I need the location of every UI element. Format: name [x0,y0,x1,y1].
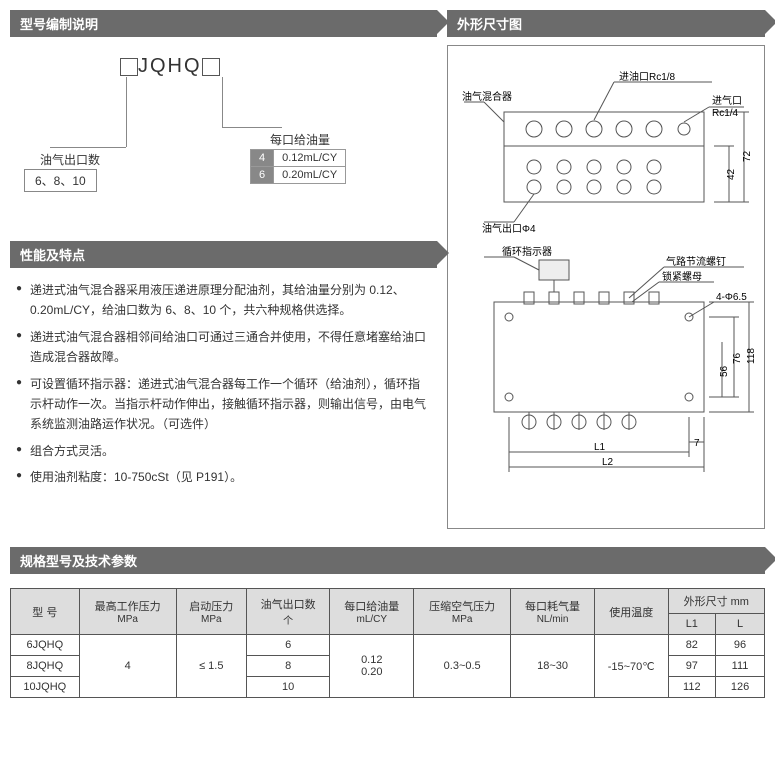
col-dims: 外形尺寸 mm [668,589,764,614]
svg-text:油气混合器: 油气混合器 [462,90,512,103]
svg-text:42: 42 [726,168,737,180]
svg-text:循环指示器: 循环指示器 [502,245,552,258]
dimension-drawing: 油气混合器 进油口Rc1/8 进气口 Rc1/4 油气出口Φ4 72 42 [447,45,765,529]
outlet-count-label: 油气出口数 [40,151,100,168]
svg-text:7: 7 [694,438,700,449]
col-oil-per: 每口给油量mL/CY [330,589,414,635]
spec-section: 规格型号及技术参数 型 号 最高工作压力MPa 启动压力MPa 油气出口数个 每… [10,547,765,698]
svg-text:锁紧螺母: 锁紧螺母 [662,270,702,283]
col-l1: L1 [668,614,716,635]
col-outlets: 油气出口数个 [246,589,330,635]
oil-per-label: 每口给油量 [270,131,330,148]
svg-text:气路节流螺钉: 气路节流螺钉 [666,255,726,268]
table-row: 6JQHQ 4 ≤ 1.5 6 0.12 0.20 0.3~0.5 18~30 … [11,635,765,656]
header-specs: 规格型号及技术参数 [10,547,765,574]
outlet-count-options: 6、8、10 [24,169,97,192]
svg-text:进油口Rc1/8: 进油口Rc1/8 [619,70,676,83]
svg-text:L2: L2 [602,457,614,468]
feature-item: 可设置循环指示器：递进式油气混合器每工作一个循环（给油剂），循环指示杆动作一次。… [16,374,431,435]
svg-text:油气出口Φ4: 油气出口Φ4 [482,222,536,235]
feature-item: 递进式油气混合器采用液压递进原理分配油剂，其给油量分别为 0.12、0.20mL… [16,280,431,321]
col-temp: 使用温度 [594,589,668,635]
col-start-pressure: 启动压力MPa [176,589,246,635]
spec-table: 型 号 最高工作压力MPa 启动压力MPa 油气出口数个 每口给油量mL/CY … [10,588,765,698]
header-features: 性能及特点 [10,241,437,268]
svg-text:Rc1/4: Rc1/4 [712,108,739,119]
model-code-diagram: JQHQ 油气出口数 6、8、10 每口给油量 40.12mL/CY 60.20… [10,45,437,235]
svg-text:76: 76 [732,352,743,364]
svg-text:118: 118 [746,348,757,364]
feature-item: 使用油剂粘度：10-750cSt（见 P191）。 [16,467,431,487]
col-air-pressure: 压缩空气压力MPa [414,589,511,635]
col-l: L [716,614,765,635]
features-section: 性能及特点 递进式油气混合器采用液压递进原理分配油剂，其给油量分别为 0.12、… [10,241,437,498]
feature-item: 组合方式灵活。 [16,441,431,461]
svg-text:L1: L1 [594,442,606,453]
svg-text:进气口: 进气口 [712,94,742,107]
header-dimensions: 外形尺寸图 [447,10,765,37]
col-model: 型 号 [11,589,80,635]
col-max-pressure: 最高工作压力MPa [79,589,176,635]
oil-amount-table: 40.12mL/CY 60.20mL/CY [250,149,346,184]
feature-item: 递进式油气混合器相邻间给油口可通过三通合并使用，不得任意堵塞给油口造成混合器故障… [16,327,431,368]
header-model-desc: 型号编制说明 [10,10,437,37]
col-air-consume: 每口耗气量NL/min [511,589,595,635]
svg-text:4-Φ6.5: 4-Φ6.5 [716,292,747,303]
svg-text:72: 72 [742,150,753,162]
code-main: JQHQ [120,55,220,78]
svg-text:56: 56 [719,365,730,377]
